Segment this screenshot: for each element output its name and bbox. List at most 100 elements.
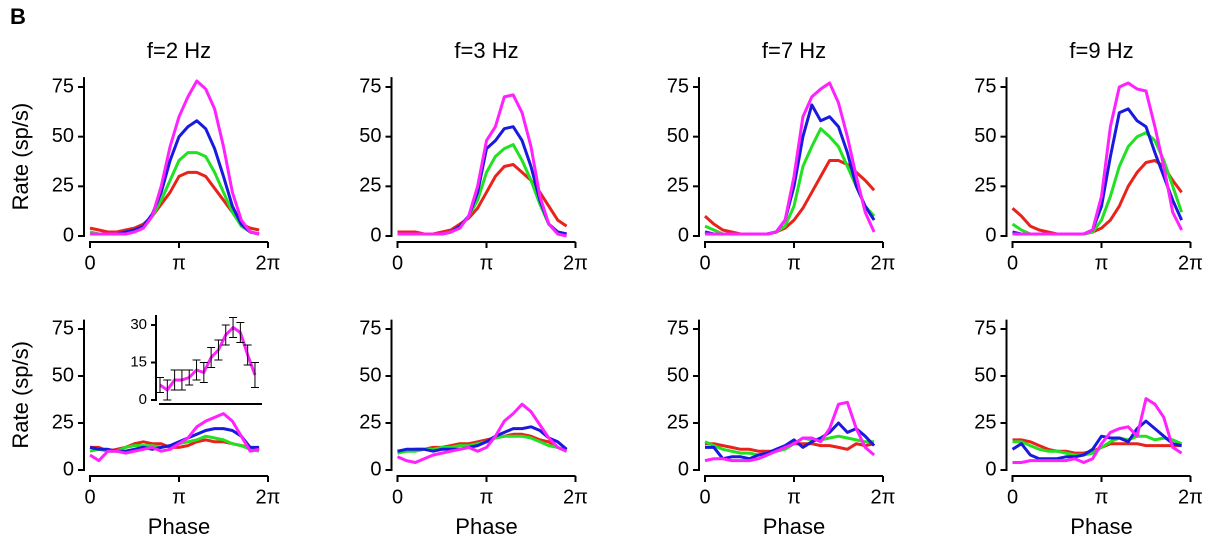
panel-title: f=2 Hz xyxy=(147,38,211,63)
series-line xyxy=(705,421,876,461)
error-bar xyxy=(243,344,252,366)
x-tick-label: 0 xyxy=(1007,486,1018,508)
y-tick-label: 15 xyxy=(130,353,147,370)
series-line xyxy=(1011,159,1183,236)
y-tick-label: 50 xyxy=(52,125,74,147)
y-tick-label: 75 xyxy=(667,75,689,97)
panel-title: f=3 Hz xyxy=(454,38,518,63)
error-bar xyxy=(199,362,208,383)
x-tick-label: 2π xyxy=(1178,252,1203,274)
x-tick-label: 2π xyxy=(563,486,588,508)
series-line xyxy=(89,170,260,234)
y-tick-label: 50 xyxy=(359,125,381,147)
y-axis-label: Rate (sp/s) xyxy=(8,341,33,449)
y-tick-label: 75 xyxy=(974,75,996,97)
y-tick-label: 50 xyxy=(667,125,689,147)
error-bar xyxy=(236,322,245,343)
y-tick-label: 25 xyxy=(667,411,689,433)
x-tick-label: 0 xyxy=(392,252,403,274)
y-tick-label: 0 xyxy=(678,224,689,246)
error-bar xyxy=(221,324,230,346)
y-tick-label: 25 xyxy=(974,411,996,433)
error-bar xyxy=(214,339,223,361)
series-line xyxy=(705,81,876,236)
y-tick-label: 75 xyxy=(359,75,381,97)
y-tick-label: 25 xyxy=(52,175,74,197)
series-line xyxy=(397,93,567,238)
series-line xyxy=(159,326,257,392)
x-axis-label: Phase xyxy=(455,514,517,539)
y-tick-label: 0 xyxy=(63,224,74,246)
error-bar xyxy=(156,377,164,393)
y-tick-label: 0 xyxy=(985,458,996,480)
y-tick-label: 0 xyxy=(678,458,689,480)
panel-title: f=7 Hz xyxy=(762,38,826,63)
series-line xyxy=(1011,419,1182,461)
series-line xyxy=(396,402,568,464)
x-tick-label: 0 xyxy=(1007,252,1018,274)
y-tick-label: 0 xyxy=(63,458,74,480)
x-tick-label: π xyxy=(172,486,186,508)
x-tick-label: π xyxy=(480,486,494,508)
error-bar xyxy=(250,362,259,388)
series-line xyxy=(1012,397,1183,464)
y-tick-label: 75 xyxy=(52,317,74,339)
x-tick-label: 2π xyxy=(871,486,896,508)
error-bar xyxy=(170,369,179,391)
y-tick-label: 25 xyxy=(359,411,381,433)
x-tick-label: π xyxy=(1095,252,1109,274)
y-tick-label: 75 xyxy=(52,75,74,97)
y-tick-label: 50 xyxy=(52,364,74,386)
series-line xyxy=(397,425,568,453)
y-tick-label: 75 xyxy=(667,317,689,339)
error-bar xyxy=(163,379,172,401)
x-tick-label: 0 xyxy=(84,252,95,274)
y-tick-label: 25 xyxy=(359,175,381,197)
panel-title: f=9 Hz xyxy=(1069,38,1133,63)
x-tick-label: 2π xyxy=(256,252,281,274)
y-tick-label: 25 xyxy=(667,175,689,197)
y-tick-label: 0 xyxy=(985,224,996,246)
x-tick-label: 2π xyxy=(563,252,588,274)
y-tick-label: 50 xyxy=(974,364,996,386)
y-tick-label: 75 xyxy=(974,317,996,339)
series-line xyxy=(1012,81,1183,236)
x-tick-label: π xyxy=(172,252,186,274)
error-bar xyxy=(192,359,201,381)
x-tick-label: π xyxy=(1095,486,1109,508)
y-axis-label: Rate (sp/s) xyxy=(8,103,33,211)
series-line xyxy=(704,400,876,463)
x-tick-label: π xyxy=(787,486,801,508)
y-tick-label: 50 xyxy=(974,125,996,147)
y-tick-label: 0 xyxy=(370,458,381,480)
y-tick-label: 0 xyxy=(139,391,147,408)
x-tick-label: 0 xyxy=(84,486,95,508)
series-line xyxy=(90,79,260,236)
y-tick-label: 0 xyxy=(370,224,381,246)
y-tick-label: 50 xyxy=(359,364,381,386)
y-tick-label: 30 xyxy=(130,316,147,333)
series-line xyxy=(397,125,567,236)
error-bar xyxy=(229,317,238,338)
y-tick-label: 50 xyxy=(667,364,689,386)
y-tick-label: 25 xyxy=(52,411,74,433)
y-tick-label: 25 xyxy=(974,175,996,197)
x-tick-label: 0 xyxy=(392,486,403,508)
series-line xyxy=(89,412,260,463)
x-tick-label: 2π xyxy=(871,252,896,274)
x-axis-label: Phase xyxy=(1070,514,1132,539)
error-bar xyxy=(177,369,186,391)
x-tick-label: 2π xyxy=(256,486,281,508)
x-axis-label: Phase xyxy=(763,514,825,539)
x-tick-label: 0 xyxy=(699,252,710,274)
x-tick-label: π xyxy=(787,252,801,274)
x-tick-label: 0 xyxy=(699,486,710,508)
x-tick-label: 2π xyxy=(1178,486,1203,508)
y-tick-label: 75 xyxy=(359,317,381,339)
x-tick-label: π xyxy=(480,252,494,274)
error-bar xyxy=(185,369,194,386)
x-axis-label: Phase xyxy=(148,514,210,539)
panel-label: B xyxy=(10,4,26,29)
error-bar xyxy=(207,347,216,368)
